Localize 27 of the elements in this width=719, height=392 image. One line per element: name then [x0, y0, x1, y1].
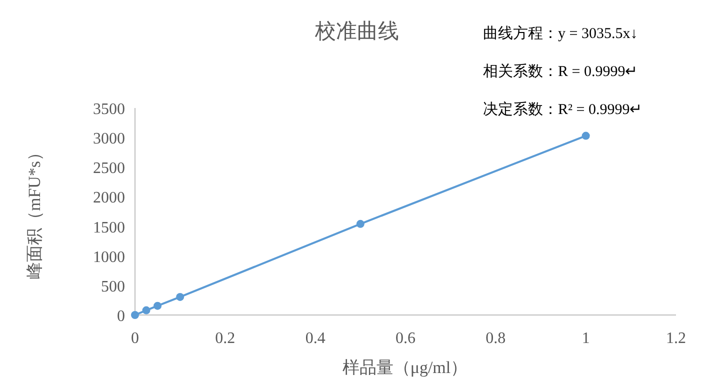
x-tick-label: 0.2 [215, 330, 236, 347]
y-tick-label: 3000 [93, 130, 125, 148]
y-tick-label: 2000 [93, 190, 125, 207]
x-tick-label: 0.8 [486, 330, 506, 347]
x-axis-title: 样品量（μg/ml） [342, 358, 468, 377]
point [356, 220, 364, 228]
point [176, 292, 184, 301]
text: 曲线方程：y = 3035.5x↓ [483, 25, 638, 42]
point [131, 311, 139, 319]
point [142, 306, 150, 314]
y-tick-label: 3500 [93, 101, 125, 118]
y-tick-label: 0 [117, 308, 125, 325]
x-tick-label: 0 [131, 330, 139, 347]
y-tick-label: 1500 [93, 219, 125, 236]
text: 相关系数：R = 0.9999↵ [483, 63, 638, 80]
x-tick-label: 1.2 [666, 330, 686, 347]
point [582, 132, 590, 140]
y-axis-title: 峰面积（mFU*s） [25, 144, 44, 280]
x-tick-label: 0.4 [305, 330, 326, 347]
x-tick-label: 0.6 [396, 330, 416, 347]
x-tick-label: 1 [582, 330, 590, 347]
y-tick-label: 1000 [93, 248, 125, 266]
chart-title: 校准曲线 [314, 19, 399, 43]
annotation: 决定系数：R² = 0.9999↵ [483, 101, 643, 118]
y-tick-label: 500 [101, 278, 125, 296]
y-tick-label: 2500 [93, 160, 125, 178]
point [154, 302, 162, 310]
